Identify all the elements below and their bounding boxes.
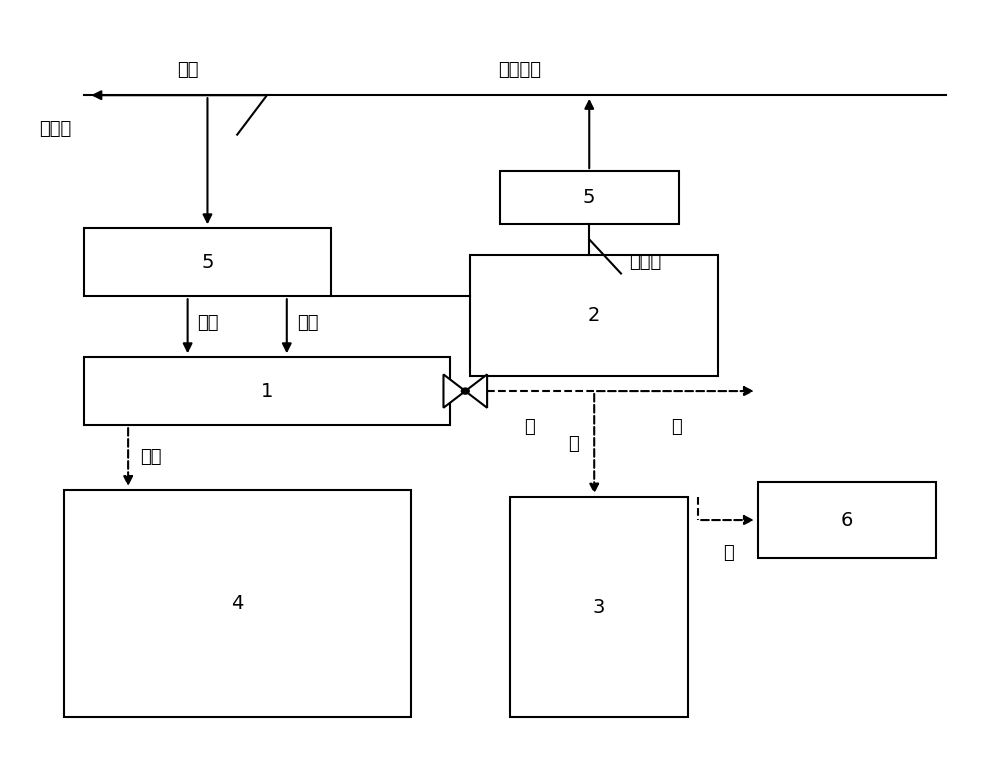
- Text: 氢: 氢: [524, 418, 535, 436]
- Text: 2: 2: [588, 306, 600, 324]
- Bar: [500, 171, 678, 224]
- Bar: [84, 357, 450, 425]
- Text: 氢: 氢: [569, 435, 579, 453]
- Bar: [470, 255, 718, 376]
- Text: 氢: 氢: [671, 418, 681, 436]
- Text: 电开关: 电开关: [629, 253, 661, 271]
- Text: 1: 1: [261, 382, 273, 400]
- Polygon shape: [465, 374, 487, 408]
- Bar: [84, 228, 331, 296]
- Circle shape: [461, 388, 469, 394]
- Text: 4: 4: [231, 594, 243, 613]
- Text: 6: 6: [841, 511, 853, 529]
- Text: 电网: 电网: [177, 61, 198, 78]
- Text: 供电: 供电: [297, 314, 318, 332]
- Text: 电网线路: 电网线路: [498, 61, 541, 78]
- Text: 氢: 氢: [723, 545, 733, 562]
- Text: 5: 5: [583, 188, 596, 207]
- Bar: [510, 497, 688, 717]
- Text: 电开关: 电开关: [39, 120, 71, 138]
- Text: 3: 3: [593, 597, 605, 617]
- Text: 氢气: 氢气: [140, 449, 162, 466]
- Bar: [758, 482, 936, 558]
- Text: 供电: 供电: [198, 314, 219, 332]
- Polygon shape: [443, 374, 465, 408]
- Text: 5: 5: [201, 252, 214, 272]
- Bar: [64, 489, 411, 717]
